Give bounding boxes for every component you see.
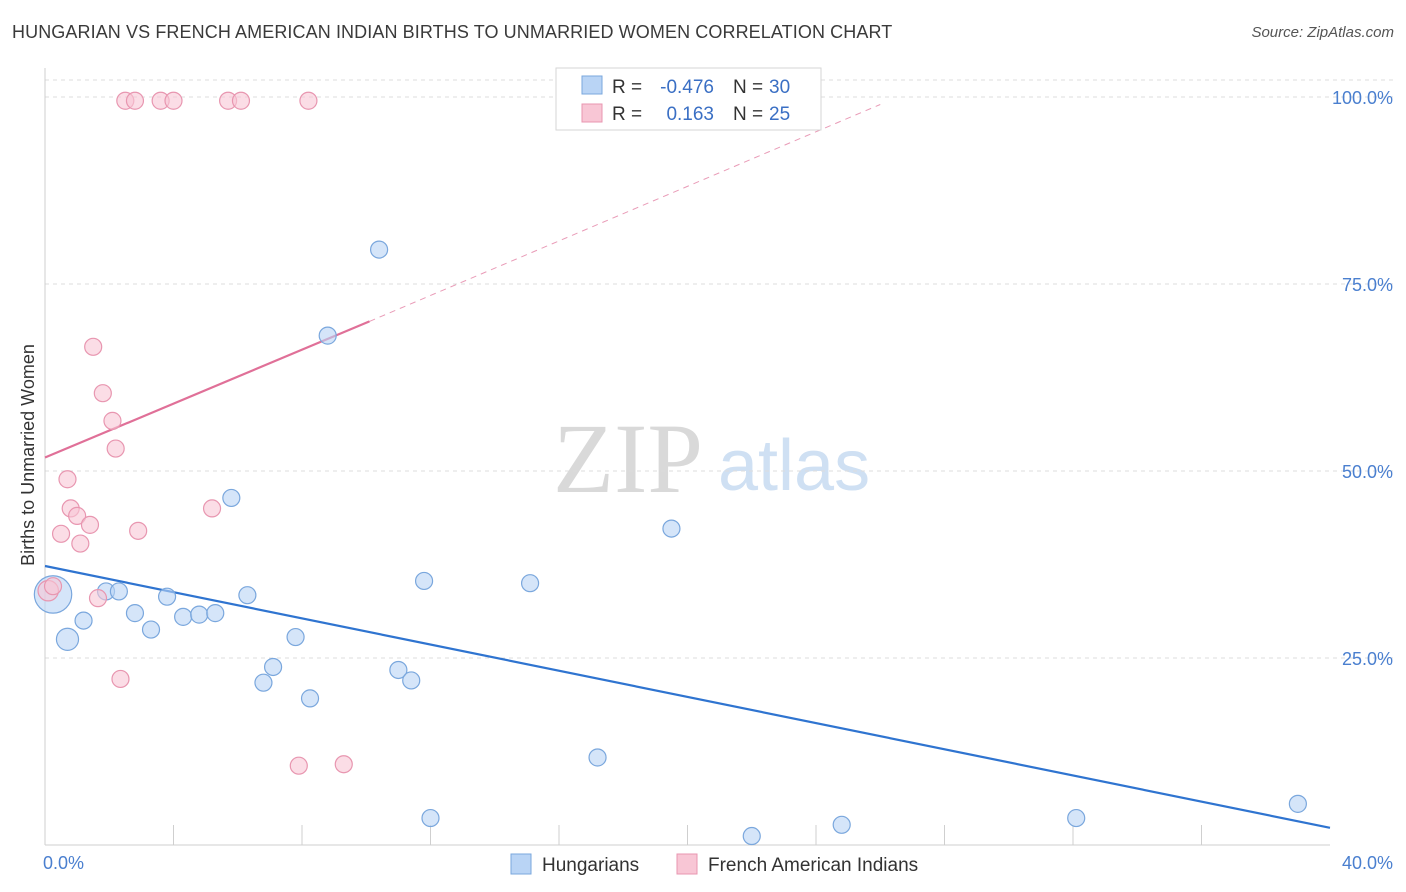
- data-point: [129, 521, 148, 540]
- chart-title: HUNGARIAN VS FRENCH AMERICAN INDIAN BIRT…: [12, 22, 893, 42]
- watermark: ZIP atlas: [553, 403, 870, 514]
- data-point: [125, 604, 145, 623]
- data-point: [206, 604, 225, 623]
- legend-swatch-french: [676, 853, 698, 875]
- data-point: [88, 589, 108, 608]
- data-point: [51, 524, 71, 543]
- trend-line: [44, 320, 370, 459]
- data-point: [55, 627, 80, 651]
- data-point: [68, 506, 87, 525]
- stats-n-label: N =: [733, 104, 763, 125]
- x-tick-label: 40.0%: [1342, 853, 1393, 873]
- data-point: [125, 91, 145, 110]
- watermark-zip: ZIP: [553, 403, 703, 514]
- data-point: [334, 755, 353, 774]
- data-point: [141, 620, 161, 639]
- data-point: [111, 669, 130, 689]
- data-point: [389, 660, 408, 680]
- legend: Hungarians French American Indians: [510, 853, 918, 876]
- trend-line: [44, 564, 1331, 829]
- stats-n-value: 25: [769, 104, 790, 125]
- data-point: [300, 689, 320, 708]
- data-point: [190, 605, 209, 624]
- data-point: [263, 657, 283, 677]
- data-point: [80, 515, 100, 534]
- stats-box: R = -0.476 N = 30 R = 0.163 N = 25: [555, 67, 822, 131]
- data-point: [318, 326, 337, 345]
- stats-r-value: 0.163: [666, 104, 714, 125]
- data-point: [286, 627, 305, 647]
- data-point: [222, 488, 241, 508]
- data-point: [71, 534, 90, 553]
- y-tick-label: 50.0%: [1342, 462, 1393, 482]
- data-point: [109, 582, 128, 601]
- data-point: [202, 499, 222, 518]
- data-point: [157, 587, 177, 606]
- x-tick-label: 0.0%: [43, 853, 84, 873]
- data-point: [103, 411, 122, 430]
- y-axis-title: Births to Unmarried Women: [18, 344, 38, 566]
- stats-n-value: 30: [769, 77, 790, 98]
- data-point: [421, 808, 440, 828]
- data-point: [289, 756, 308, 775]
- data-point: [832, 815, 851, 834]
- data-point: [742, 826, 761, 846]
- data-point: [58, 470, 77, 489]
- stats-swatch-french: [581, 103, 603, 123]
- chart-source: Source: ZipAtlas.com: [1251, 24, 1394, 41]
- legend-swatch-hungarians: [510, 853, 532, 875]
- watermark-atlas: atlas: [718, 426, 870, 506]
- legend-label-french: French American Indians: [708, 855, 918, 876]
- data-point: [93, 384, 112, 403]
- grid: [45, 79, 1395, 659]
- data-point: [174, 607, 193, 626]
- data-point: [74, 611, 93, 630]
- y-tick-label: 75.0%: [1342, 275, 1393, 295]
- data-point: [370, 240, 389, 259]
- data-point: [164, 91, 183, 110]
- data-point: [402, 671, 421, 690]
- data-point: [1288, 794, 1307, 813]
- tick-labels: 25.0% 50.0% 75.0% 100.0% 0.0% 40.0%: [43, 88, 1393, 873]
- stats-swatch-hungarians: [581, 75, 603, 95]
- data-point: [43, 577, 63, 596]
- stats-r-value: -0.476: [660, 77, 714, 98]
- stats-r-label: R =: [612, 77, 642, 98]
- data-points: [33, 91, 1307, 846]
- data-point: [299, 91, 318, 110]
- stats-n-label: N =: [733, 77, 763, 98]
- data-point: [520, 574, 540, 593]
- data-point: [231, 91, 251, 110]
- trend-lines: [44, 104, 1331, 829]
- data-point: [254, 673, 273, 692]
- legend-label-hungarians: Hungarians: [542, 855, 639, 876]
- data-point: [84, 337, 103, 356]
- data-point: [106, 439, 125, 458]
- data-point: [414, 571, 434, 591]
- stats-r-label: R =: [612, 104, 642, 125]
- y-tick-label: 100.0%: [1332, 88, 1393, 108]
- data-point: [1067, 808, 1086, 828]
- trend-line-extension: [369, 104, 881, 322]
- data-point: [238, 586, 257, 605]
- y-tick-label: 25.0%: [1342, 649, 1393, 669]
- data-point: [662, 519, 681, 538]
- axes: [44, 68, 1330, 846]
- data-point: [588, 748, 607, 767]
